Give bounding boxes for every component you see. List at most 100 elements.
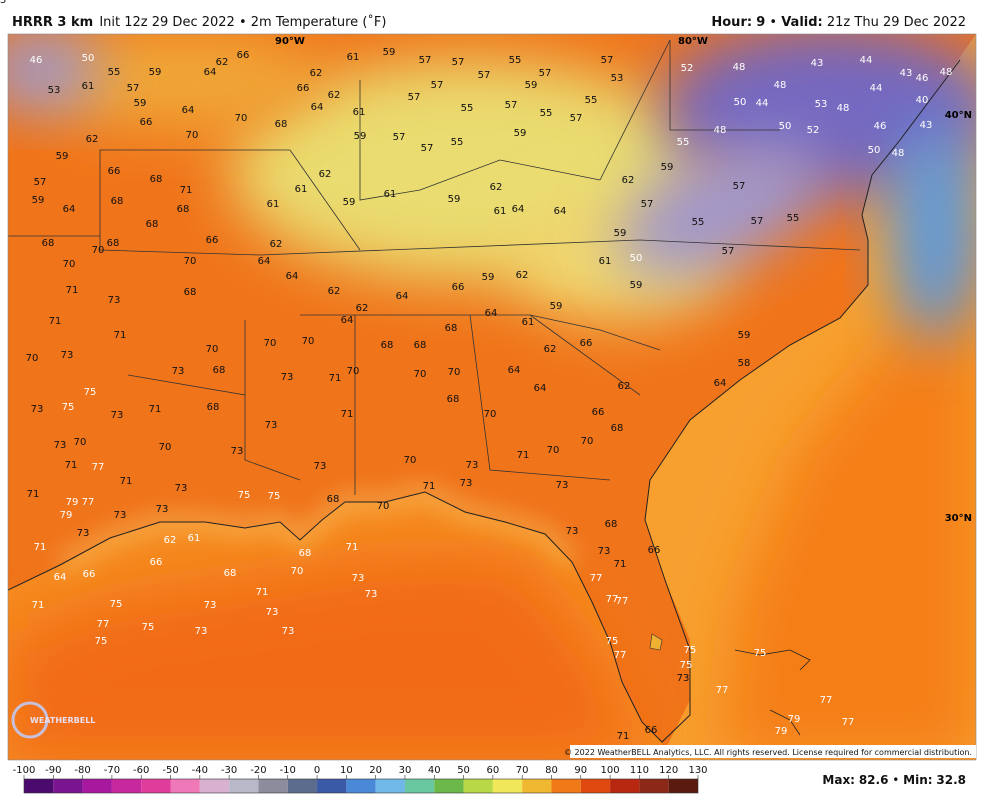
logo: WEATHERBELL (11, 701, 95, 739)
station-value: 73 (114, 510, 127, 521)
station-value: 52 (681, 63, 694, 74)
station-value: 55 (692, 217, 705, 228)
station-value: 59 (448, 194, 461, 205)
station-value: 71 (34, 542, 47, 553)
station-value: 50 (868, 145, 881, 156)
station-value: 46 (874, 121, 887, 132)
station-value: 57 (421, 143, 434, 154)
station-value: 64 (258, 256, 271, 267)
station-value: 59 (482, 272, 495, 283)
station-value: 79 (788, 714, 801, 725)
max: 82.6 (859, 773, 889, 787)
station-value: 70 (347, 366, 360, 377)
header: HRRR 3 km Init 12z 29 Dec 2022 • 2m Temp… (12, 14, 966, 30)
station-value: 73 (172, 366, 185, 377)
station-value: 68 (213, 365, 226, 376)
colorbar-tick-label: 50 (457, 765, 470, 776)
cold-zone (617, 141, 823, 279)
station-value: 62 (618, 381, 631, 392)
station-value: 70 (92, 245, 105, 256)
station-value: 62 (328, 286, 341, 297)
station-value: 55 (451, 137, 464, 148)
station-value: 75 (684, 645, 697, 656)
station-value: 70 (63, 259, 76, 270)
station-value: 68 (611, 423, 624, 434)
lon-label: 90°W (275, 36, 305, 47)
station-value: 75 (142, 622, 155, 633)
station-value: 68 (381, 340, 394, 351)
station-value: 68 (111, 196, 124, 207)
station-value: 73 (598, 546, 611, 557)
colorbar-tick-label: 40 (428, 765, 441, 776)
station-value: 75 (268, 491, 281, 502)
station-value: 77 (820, 695, 833, 706)
station-value: 64 (286, 271, 299, 282)
station-value: 57 (539, 68, 552, 79)
station-value: 59 (525, 80, 538, 91)
station-value: 59 (550, 301, 563, 312)
station-value: 57 (751, 216, 764, 227)
station-value: 71 (149, 404, 162, 415)
station-value: 71 (32, 600, 45, 611)
min-label: Min: (903, 773, 932, 787)
station-value: 66 (150, 557, 163, 568)
station-value: 61 (599, 256, 612, 267)
station-value: 66 (592, 407, 605, 418)
station-value: 57 (408, 92, 421, 103)
station-value: 57 (431, 80, 444, 91)
station-value: 43 (811, 58, 824, 69)
station-value: 57 (419, 55, 432, 66)
station-value: 66 (206, 235, 219, 246)
islands (734, 649, 811, 736)
station-value: 71 (120, 476, 133, 487)
station-value: 64 (204, 67, 217, 78)
header-left: HRRR 3 km Init 12z 29 Dec 2022 • 2m Temp… (12, 14, 386, 30)
station-value: 58 (738, 358, 751, 369)
station-value: 73 (108, 295, 121, 306)
colorbar-segment (170, 779, 200, 793)
colorbar-segment (199, 779, 230, 793)
dot: • (892, 773, 899, 787)
station-value: 53 (611, 73, 624, 84)
station-value: 73 (281, 372, 294, 383)
station-value: 70 (26, 353, 39, 364)
footer-stats: Max: 82.6 • Min: 32.8 (822, 773, 966, 787)
colorbar: -100 -90 -80 -70 -60 -50 -40 -30 -20 -10 0 10 20 30 40… (13, 765, 708, 794)
colorbar-segment (639, 779, 669, 793)
station-value: 73 (61, 350, 74, 361)
station-value: 66 (297, 83, 310, 94)
station-value: 68 (447, 394, 460, 405)
min: 32.8 (936, 773, 966, 787)
station-value: 68 (150, 174, 163, 185)
atlantic-warm (720, 200, 976, 760)
station-value: 77 (92, 462, 105, 473)
station-value: 75 (606, 636, 619, 647)
station-value: 68 (42, 238, 55, 249)
station-value: 61 (188, 533, 201, 544)
station-value: 62 (544, 344, 557, 355)
station-value: 50 (734, 97, 747, 108)
station-value: 79 (66, 497, 79, 508)
station-value: 73 (460, 478, 473, 489)
station-value: 61 (522, 317, 535, 328)
station-value: 70 (235, 113, 248, 124)
station-value: 68 (299, 548, 312, 559)
colorbar-segment (287, 779, 318, 793)
station-value: 71 (614, 559, 627, 570)
station-value: 70 (581, 436, 594, 447)
borders (8, 39, 861, 495)
station-value: 71 (66, 285, 79, 296)
station-value: 48 (774, 80, 787, 91)
station-value: 62 (516, 270, 529, 281)
colorbar-tick-label: 10 (340, 765, 353, 776)
station-value: 77 (616, 596, 629, 607)
station-value: 55 (787, 213, 800, 224)
colorbar-tick-label: 60 (487, 765, 500, 776)
station-value: 68 (605, 519, 618, 530)
station-value: 70 (377, 501, 390, 512)
station-value: 75 (95, 636, 108, 647)
station-value: 71 (27, 489, 40, 500)
logo-text: WEATHERBELL (30, 716, 95, 725)
colorbar-tick-label: 0 (314, 765, 320, 776)
station-value: 57 (570, 113, 583, 124)
